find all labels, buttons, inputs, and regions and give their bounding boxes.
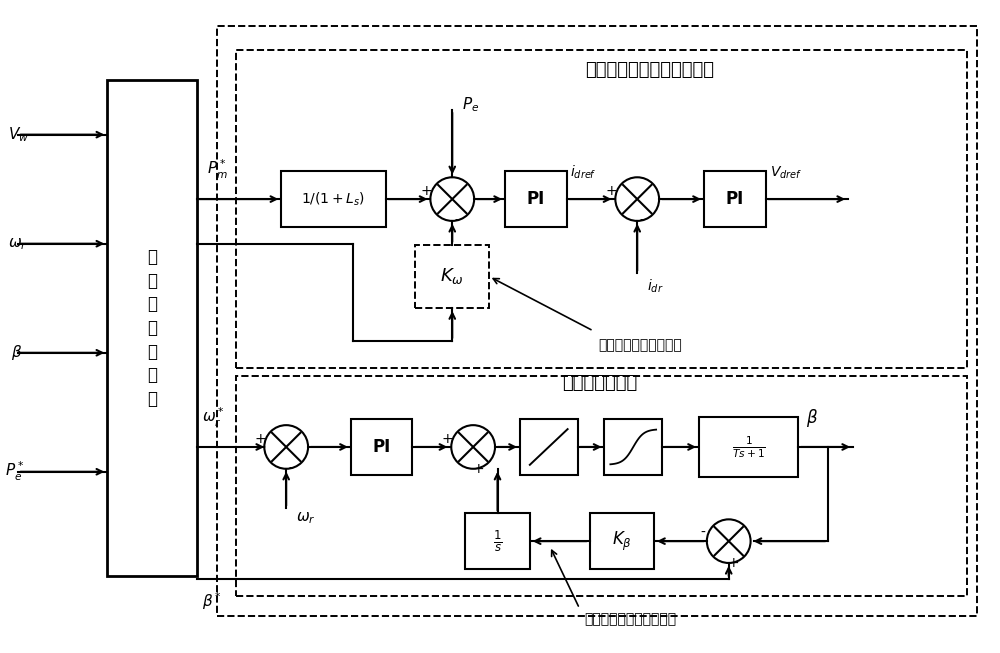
- Bar: [107, 80, 197, 576]
- Text: PI: PI: [726, 190, 744, 208]
- Text: 桨距角误差积分补偿模块: 桨距角误差积分补偿模块: [585, 613, 677, 626]
- Text: $1/(1+L_s)$: $1/(1+L_s)$: [301, 191, 366, 208]
- Bar: [281, 171, 386, 227]
- Text: +: +: [421, 184, 432, 198]
- Text: $V_w$: $V_w$: [8, 125, 29, 144]
- Bar: [704, 171, 766, 227]
- Text: -: -: [289, 462, 294, 476]
- Bar: [415, 245, 489, 308]
- Text: $\omega_r$: $\omega_r$: [8, 236, 27, 251]
- Text: 转速误差比例补偿模块: 转速误差比例补偿模块: [598, 338, 682, 352]
- Text: -: -: [640, 214, 645, 228]
- Text: PI: PI: [373, 438, 391, 456]
- Bar: [699, 417, 798, 477]
- Text: 运
行
轨
迹
控
制
器: 运 行 轨 迹 控 制 器: [147, 248, 157, 407]
- Text: $P_e^*$: $P_e^*$: [5, 460, 24, 483]
- Bar: [236, 375, 967, 596]
- Text: $\omega_r^*$: $\omega_r^*$: [202, 406, 224, 429]
- Text: $i_{dr}$: $i_{dr}$: [647, 278, 664, 295]
- Text: $\beta$: $\beta$: [806, 407, 818, 429]
- Text: $\beta$: $\beta$: [11, 343, 22, 362]
- Bar: [590, 513, 654, 569]
- Text: $\omega_r$: $\omega_r$: [296, 511, 316, 526]
- Text: +: +: [728, 556, 740, 570]
- Bar: [351, 419, 412, 475]
- Text: $\frac{1}{s}$: $\frac{1}{s}$: [493, 528, 502, 554]
- Bar: [236, 50, 967, 368]
- Text: +: +: [472, 462, 484, 476]
- Text: $V_{dref}$: $V_{dref}$: [770, 165, 803, 182]
- Bar: [604, 419, 662, 475]
- Bar: [465, 513, 530, 569]
- Text: +: +: [255, 432, 266, 446]
- Text: $\beta^*$: $\beta^*$: [202, 591, 222, 613]
- Text: PI: PI: [527, 190, 545, 208]
- Text: $P_m^*$: $P_m^*$: [207, 158, 227, 182]
- Text: $K_\beta$: $K_\beta$: [612, 530, 632, 552]
- Text: $P_e$: $P_e$: [462, 95, 479, 114]
- Text: $i_{dref}$: $i_{dref}$: [570, 164, 596, 182]
- Bar: [505, 171, 567, 227]
- Text: 转子侧变频器有功控制单元: 转子侧变频器有功控制单元: [585, 61, 714, 79]
- Text: +: +: [606, 184, 617, 198]
- Text: 变桨距控制单元: 变桨距控制单元: [562, 374, 637, 392]
- Text: +: +: [441, 432, 453, 446]
- Text: $\frac{1}{Ts+1}$: $\frac{1}{Ts+1}$: [732, 434, 766, 460]
- Bar: [217, 25, 977, 616]
- Text: -: -: [700, 526, 705, 540]
- Text: -: -: [455, 214, 460, 228]
- Bar: [520, 419, 578, 475]
- Text: $K_\omega$: $K_\omega$: [440, 266, 464, 287]
